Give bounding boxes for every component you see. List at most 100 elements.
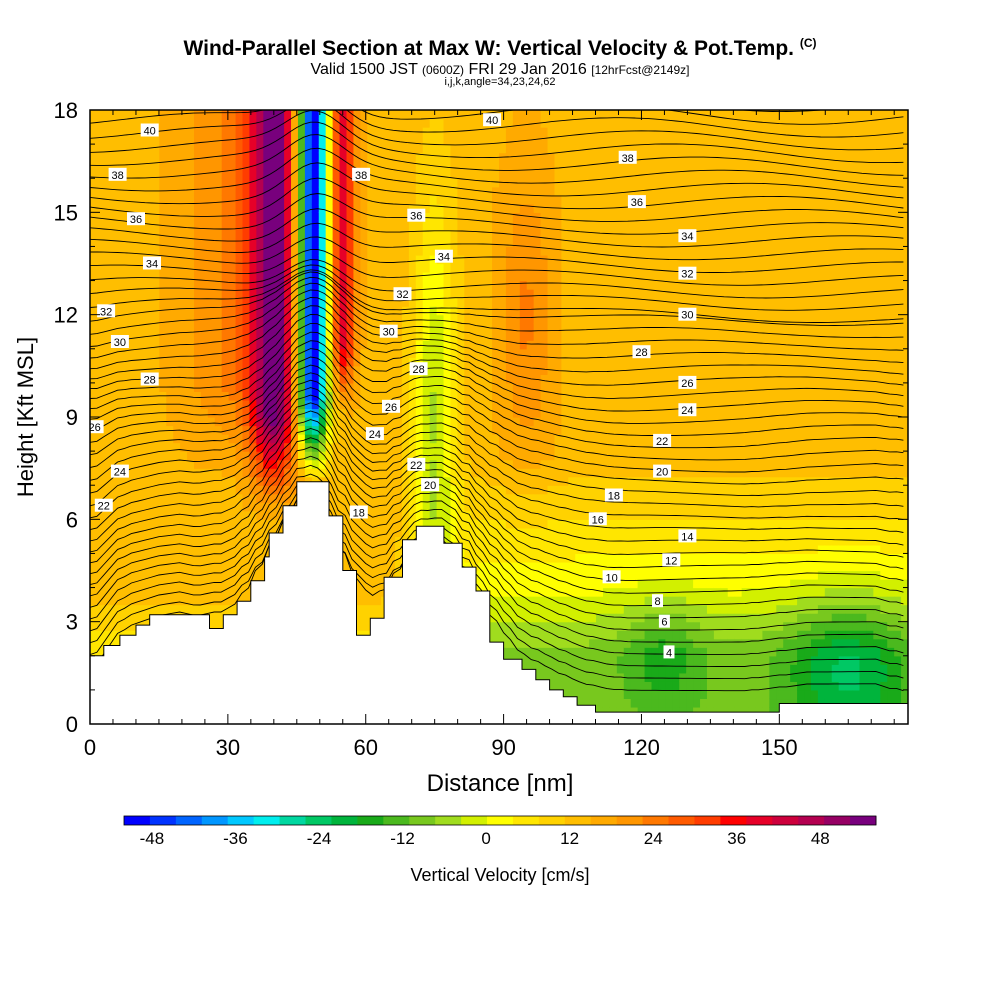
- field-cell: [505, 391, 514, 401]
- field-cell: [526, 331, 535, 341]
- field-cell: [339, 195, 348, 205]
- field-cell: [526, 664, 535, 674]
- field-cell: [325, 391, 334, 401]
- field-cell: [422, 399, 431, 410]
- field-cell: [159, 587, 167, 597]
- field-cell: [492, 127, 500, 137]
- field-cell: [346, 178, 355, 188]
- field-cell: [526, 127, 535, 137]
- field-cell: [360, 118, 368, 128]
- field-cell: [374, 374, 382, 384]
- field-cell: [505, 502, 514, 512]
- field-cell: [131, 561, 140, 572]
- field-cell: [436, 340, 445, 350]
- field-cell: [110, 297, 119, 307]
- field-cell: [505, 212, 514, 222]
- field-cell: [415, 135, 424, 145]
- field-cell: [540, 237, 549, 248]
- field-cell: [478, 561, 486, 572]
- field-cell: [270, 246, 278, 256]
- field-cell: [374, 314, 382, 324]
- field-cell: [193, 306, 202, 316]
- field-cell: [131, 459, 140, 469]
- field-cell: [103, 340, 112, 350]
- field-cell: [512, 135, 521, 145]
- field-cell: [401, 493, 410, 503]
- field-cell: [339, 237, 348, 248]
- field-cell: [221, 212, 230, 222]
- field-cell: [270, 374, 278, 384]
- field-cell: [193, 425, 202, 435]
- field-cell: [526, 195, 535, 205]
- field-cell: [297, 391, 306, 401]
- field-cell: [512, 340, 521, 350]
- field-cell: [443, 468, 452, 478]
- field-cell: [353, 382, 361, 393]
- field-cell: [263, 289, 271, 299]
- field-cell: [235, 289, 244, 299]
- field-cell: [554, 169, 562, 179]
- field-cell: [166, 161, 174, 171]
- field-cell: [492, 229, 500, 239]
- field-cell: [291, 417, 299, 427]
- field-cell: [138, 314, 147, 324]
- field-cell: [554, 655, 562, 665]
- field-cell: [145, 510, 153, 520]
- field-cell: [526, 561, 535, 572]
- field-cell: [311, 382, 320, 393]
- field-cell: [152, 587, 160, 597]
- field-cell: [360, 579, 368, 589]
- field-cell: [221, 331, 230, 341]
- field-cell: [145, 519, 153, 529]
- field-cell: [256, 348, 264, 358]
- field-cell: [270, 451, 278, 461]
- field-cell: [249, 425, 257, 435]
- field-cell: [492, 425, 500, 435]
- field-cell: [512, 519, 521, 529]
- field-cell: [450, 510, 458, 520]
- field-cell: [235, 280, 244, 290]
- field-cell: [367, 382, 375, 393]
- field-cell: [297, 237, 306, 248]
- field-cell: [533, 613, 542, 623]
- field-cell: [450, 297, 458, 307]
- field-cell: [311, 220, 320, 230]
- field-cell: [277, 254, 285, 265]
- field-cell: [478, 493, 486, 503]
- field-cell: [318, 220, 327, 230]
- field-cell: [422, 178, 431, 188]
- field-cell: [415, 314, 424, 324]
- field-cell: [492, 579, 500, 589]
- field-cell: [193, 527, 202, 537]
- field-cell: [221, 340, 230, 350]
- field-cell: [159, 485, 167, 495]
- field-cell: [478, 417, 486, 427]
- field-cell: [526, 417, 535, 427]
- field-cell: [381, 110, 389, 120]
- field-cell: [325, 365, 334, 375]
- field-cell: [401, 195, 410, 205]
- field-cell: [207, 527, 216, 537]
- field-cell: [180, 374, 188, 384]
- field-cell: [443, 391, 452, 401]
- field-cell: [332, 357, 341, 367]
- field-cell: [353, 561, 361, 572]
- field-cell: [159, 536, 167, 546]
- field-cell: [214, 434, 223, 444]
- field-cell: [554, 144, 562, 154]
- field-cell: [180, 323, 188, 333]
- field-cell: [96, 297, 105, 307]
- field-cell: [415, 280, 424, 290]
- field-cell: [388, 434, 396, 444]
- field-cell: [200, 408, 209, 418]
- field-cell: [422, 357, 431, 367]
- field-cell: [346, 272, 355, 282]
- field-cell: [124, 314, 133, 324]
- field-cell: [381, 263, 389, 273]
- field-cell: [166, 186, 174, 196]
- field-cell: [408, 306, 417, 316]
- field-cell: [332, 314, 341, 324]
- field-cell: [193, 212, 202, 222]
- field-cell: [304, 476, 313, 486]
- field-cell: [505, 280, 514, 290]
